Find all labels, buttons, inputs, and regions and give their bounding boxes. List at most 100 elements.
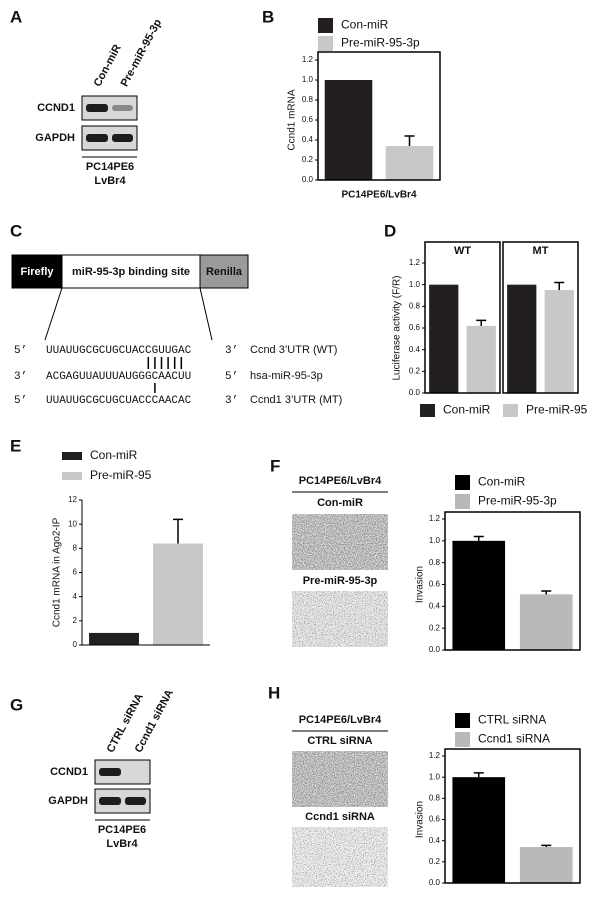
y-tick-label: 1.0 [409,280,421,289]
seq-label: Ccnd1 3’UTR (MT) [250,394,342,406]
chart: 0.0 0.2 0.4 0.6 0.8 1.0 1.2 Ccnd1 mRNA PC14PE6/L… [287,18,441,201]
legend-label: Pre-miR-95-3p [478,494,557,508]
band [125,797,146,805]
firefly-box [11,254,63,289]
y-tick-label: 0.2 [409,366,421,375]
box-label: Renilla [206,266,243,278]
group-label: MT [533,245,549,257]
sequence: UUAUUGCGCUGCUACCGUUGAC [46,345,192,357]
zoom-line [44,287,63,341]
band [86,104,108,112]
bar [153,543,203,645]
panel-letter: E [10,436,21,455]
legend-swatch [62,472,82,480]
chart: 0.0 0.2 0.4 0.6 0.8 1.0 1.2 Invasion CTRL siRNA C… [415,713,581,887]
zoom-line [199,287,213,341]
panel-letter: C [10,221,22,240]
cell-line: PC14PE6 [86,161,134,173]
y-tick-label: 0.4 [302,135,314,144]
bar [507,284,537,393]
seq-end: 3’ [225,345,238,357]
chart: 0 2 4 6 8 10 12 Ccnd1 mRNA in Ago2-IP Con-miR Pre… [52,448,210,649]
micrographs: PC14PE6/LvBr4 CTRL siRNA Ccnd1 siRNA [292,714,388,887]
bar [452,777,506,883]
seq-end: 5’ [14,345,27,357]
bar [429,284,459,393]
legend-swatch [318,36,333,51]
panel-letter: F [270,456,280,475]
micrograph [292,591,388,647]
band [112,134,133,142]
bar [519,594,573,650]
band [112,105,133,111]
micrograph [292,751,388,807]
group-label: WT [454,245,471,257]
error-bar [476,319,487,326]
error-bar [541,590,552,595]
error-bar [541,844,552,848]
bar [385,146,434,180]
y-tick-label: 0.0 [429,878,441,887]
chart: WT MT 0.0 0.2 0.4 0.6 0.8 1.0 1.2 Luciferase acti… [392,241,588,417]
box-label: Firefly [20,266,54,278]
seq-end: 5’ [14,395,27,407]
y-tick-label: 1.0 [429,536,441,545]
legend-swatch [62,452,82,460]
cell-line: LvBr4 [106,838,138,850]
y-tick-label: 0.4 [429,601,441,610]
y-tick-label: 1.0 [429,772,441,781]
y-axis-label: Luciferase activity (F/R) [392,275,403,380]
y-tick-label: 0.0 [429,645,441,654]
western-blot: Con-miR Pre-miR-95-3p CCND1 GAPDH PC14PE… [35,17,164,187]
seq-end: 5’ [225,371,238,383]
plot-frame [317,51,441,181]
error-bar [473,535,484,541]
y-tick-label: 0.6 [302,115,314,124]
y-tick-label: 1.2 [409,258,421,267]
micrograph-label: CTRL siRNA [307,735,372,747]
y-axis-label: Ccnd1 mRNA in Ago2-IP [52,517,63,627]
y-tick-label: 1.0 [302,75,314,84]
y-tick-label: 8 [73,543,78,552]
y-axis-label: Invasion [415,801,426,838]
bar [89,632,139,645]
bar [324,80,373,180]
bar [519,847,573,883]
y-tick-label: 0.0 [409,388,421,397]
western-blot: CTRL siRNA Ccnd1 siRNA CCND1 GAPDH PC14P… [48,688,176,850]
y-tick-label: 2 [73,616,78,625]
legend-label: Con-miR [443,403,491,417]
y-tick-label: 0.0 [302,175,314,184]
y-axis-label: Ccnd1 mRNA [287,89,298,150]
plot-frame [444,748,581,884]
chart: 0.0 0.2 0.4 0.6 0.8 1.0 1.2 Invasion Con-miR Pre-… [415,475,581,654]
y-tick-label: 1.2 [429,751,441,760]
bar [452,540,506,650]
charts: 0.0 0.2 0.4 0.6 0.8 1.0 1.2 Ccnd1 mRNA PC14PE6/L… [52,18,588,887]
y-tick-label: 4 [73,592,78,601]
error-bar [173,518,183,544]
legend-label: Con-miR [478,475,526,489]
plot-frame [424,241,501,394]
seq-end: 3’ [14,371,27,383]
y-tick-label: 0.8 [429,558,441,567]
y-tick-label: 0.6 [409,323,421,332]
y-tick-label: 1.2 [302,55,314,64]
micrograph [292,827,388,887]
micrograph [292,514,388,570]
panel-letter: A [10,7,22,26]
micrograph-label: Ccnd1 siRNA [305,811,375,823]
bar [544,290,574,393]
y-tick-label: 12 [68,495,77,504]
legend-swatch [455,713,470,728]
legend-swatch [318,18,333,33]
panel-letter: H [268,683,280,702]
seq-end: 3’ [225,395,238,407]
legend-label: Pre-miR-95 [90,468,152,482]
y-tick-label: 0.4 [429,836,441,845]
legend-swatch [503,404,518,417]
legend-label: Con-miR [341,18,389,32]
sequence-block: 5’ UUAUUGCGCUGCUACCGUUGAC 3’ Ccnd 3’UTR (WT… [14,344,342,407]
micrographs: PC14PE6/LvBr4 Con-miR Pre-miR-95-3p [292,475,388,647]
